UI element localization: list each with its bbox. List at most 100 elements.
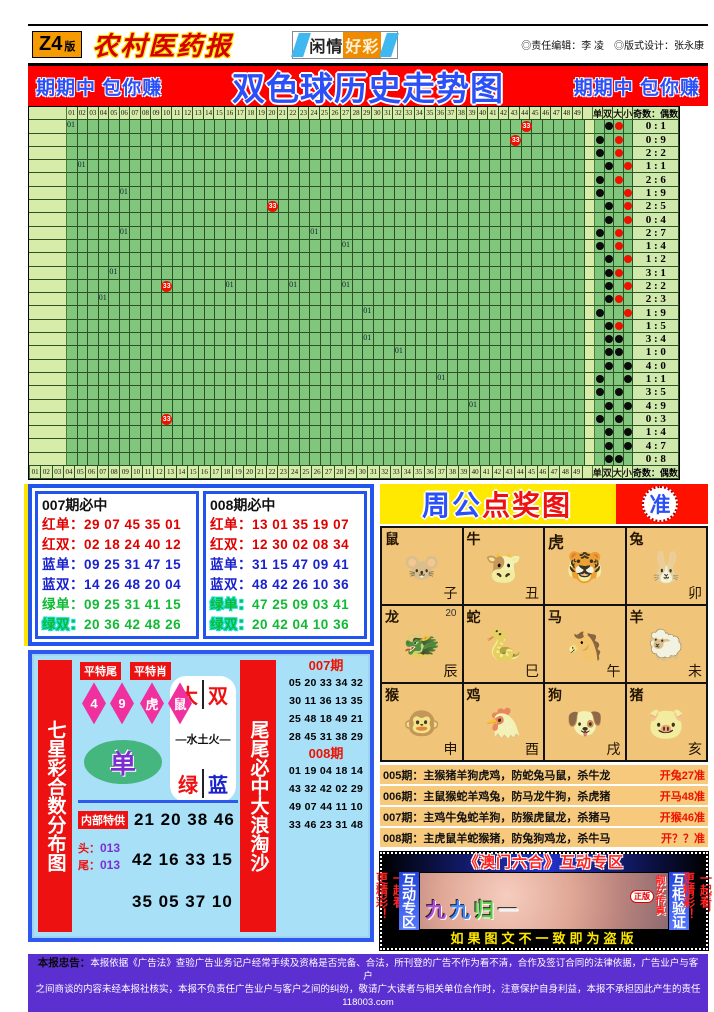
elements-text: —水土火—: [175, 734, 231, 747]
grid-cell: [543, 386, 554, 400]
grid-cell: [500, 186, 512, 201]
flag-cell: [623, 386, 634, 400]
grid-cell: [532, 426, 544, 440]
grid-cell: [215, 200, 226, 214]
grid-cell: [532, 399, 544, 413]
grid-cell: [331, 120, 343, 134]
grid-cell: [257, 213, 268, 227]
flag-cell: [595, 239, 605, 254]
ad-title: 《澳门六合》互动专区: [382, 854, 706, 873]
grid-cell: [331, 426, 343, 440]
grid-cell: [468, 239, 480, 254]
grid-cell: [574, 412, 586, 427]
grid-cell: [310, 386, 321, 400]
grid-cell: [394, 239, 406, 254]
grid-cell: [511, 226, 522, 240]
row-label-col: [29, 386, 67, 400]
predict-row-label: 绿双：: [210, 617, 252, 633]
odd-even-ratio: 1 : 2: [633, 253, 680, 267]
grid-cell: [289, 213, 300, 227]
grid-cell: [172, 306, 184, 320]
grid-cell: [289, 160, 300, 174]
grid-cell: [215, 173, 226, 187]
grid-cell: [437, 346, 448, 360]
grid-cell: [278, 186, 290, 201]
grid-cell: [320, 226, 332, 240]
predict-row-numbers: 31 15 47 09 41: [252, 557, 350, 573]
grid-cell: [500, 372, 512, 387]
grid-cell: [342, 160, 353, 174]
period-predictions: 005期： 主猴猪羊狗虎鸡，防蛇兔马鼠，杀牛龙 开兔27准 006期： 主鼠猴蛇羊鸡兔，…: [380, 765, 708, 850]
grid-cell: [141, 452, 152, 467]
grid-cell: [67, 333, 78, 347]
grid-cell: [162, 200, 173, 214]
grid-cell: [363, 213, 374, 227]
grid-cell: [543, 186, 554, 201]
parity-dot: [595, 149, 604, 158]
grid-cell: [236, 386, 247, 400]
grid-cell: [172, 186, 184, 201]
grid-cell: [511, 279, 522, 294]
grid-cell: [77, 253, 89, 267]
grid-cell: [405, 412, 417, 427]
grid-cell: [490, 200, 501, 214]
predict-row: 红双：02 18 24 40 12: [42, 535, 192, 555]
grid-cell: [468, 333, 480, 347]
grid-cell: [119, 386, 131, 400]
grid-cell: [289, 439, 300, 453]
predict-row: 绿双：20 42 04 10 36: [210, 615, 360, 635]
grid-cell: [130, 346, 142, 360]
grid-cell: [109, 399, 120, 413]
size-dot: [624, 428, 633, 437]
flag-cell: [595, 293, 605, 307]
grid-cell: [151, 372, 163, 387]
grid-cell: [574, 173, 586, 187]
size-dot: [614, 414, 623, 423]
grid-cell: [352, 200, 364, 214]
flag-cell: [623, 253, 634, 267]
flag-cell: [595, 120, 605, 134]
pair-green: 绿: [178, 775, 198, 798]
flag-cell: [614, 372, 624, 387]
zodiac-name: 蛇: [466, 611, 481, 627]
grid-cell: [553, 120, 565, 134]
grid-cell: [574, 399, 586, 413]
tail-label: 尾：: [78, 860, 100, 873]
grid-cell: [67, 306, 78, 320]
grid-cell: [183, 239, 194, 254]
grid-cell: [564, 372, 575, 387]
grid-cell: [172, 439, 184, 453]
column-header: 13: [193, 107, 204, 121]
zodiac-branch: 子: [443, 587, 458, 603]
grid-cell: [320, 120, 332, 134]
column-header: 45: [530, 107, 541, 121]
grid-cell: [310, 239, 321, 254]
flag-cell: [604, 306, 615, 320]
grid-cell: [468, 293, 480, 307]
grid-cell: [373, 412, 385, 427]
flag-header: 双: [603, 107, 614, 121]
grid-cell: [98, 239, 110, 254]
grid-cell: [553, 293, 565, 307]
odd-even-ratio: 2 : 3: [633, 293, 680, 307]
grid-cell: [67, 186, 78, 201]
number-marker: 01: [310, 226, 319, 236]
grid-cell: [320, 239, 332, 254]
flag-cell: [595, 319, 605, 334]
grid-cell: 01: [67, 120, 78, 134]
grid-cell: [141, 346, 152, 360]
grid-cell: [574, 213, 586, 227]
gap-col: [585, 133, 596, 147]
column-header: 04: [63, 466, 76, 480]
grid-cell: [130, 399, 142, 413]
grid-cell: [352, 253, 364, 267]
grid-cell: [511, 239, 522, 254]
grid-cell: [278, 319, 290, 334]
grid-cell: [172, 133, 184, 147]
flag-cell: [623, 412, 634, 427]
grid-cell: [278, 173, 290, 187]
grid-cell: [447, 439, 459, 453]
grid-cell: [119, 399, 131, 413]
grid-cell: [331, 160, 343, 174]
grid-cell: [162, 186, 173, 201]
